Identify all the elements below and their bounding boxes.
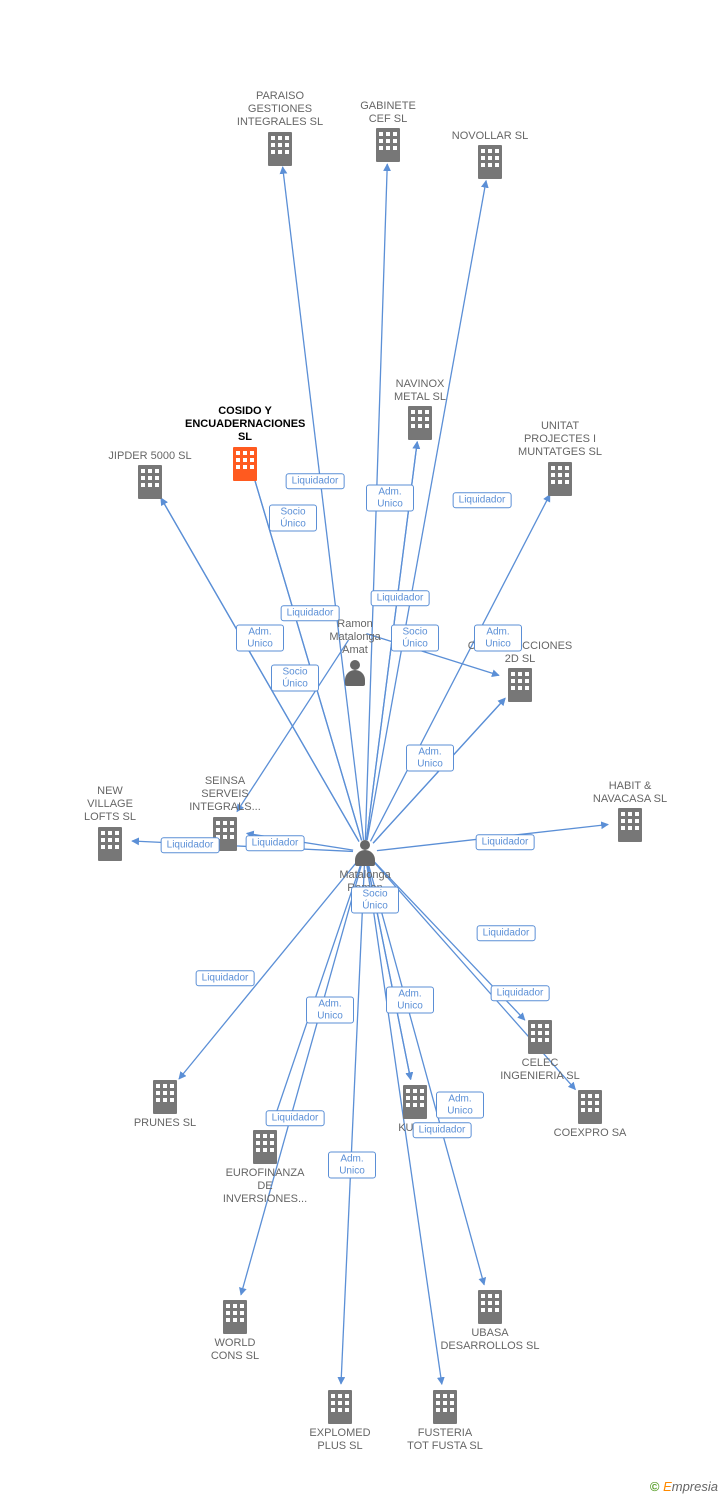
building-icon	[150, 1080, 180, 1114]
edge-label: Liquidador	[477, 925, 536, 941]
node-unitat[interactable]: UNITATPROJECTES IMUNTATGES SL	[500, 420, 620, 499]
person-icon	[354, 840, 376, 866]
node-paraiso[interactable]: PARAISOGESTIONESINTEGRALES SL	[220, 90, 340, 169]
building-icon	[230, 447, 260, 481]
node-label: PARAISOGESTIONESINTEGRALES SL	[220, 90, 340, 130]
edge-label: Liquidador	[281, 605, 340, 621]
edge	[272, 863, 361, 1125]
edge-label: Adm.Unico	[306, 997, 354, 1024]
node-label: NAVINOXMETAL SL	[360, 378, 480, 404]
edge-label: Liquidador	[491, 985, 550, 1001]
node-eurofin[interactable]: EUROFINANZADEINVERSIONES...	[205, 1130, 325, 1209]
edge-label: Liquidador	[266, 1110, 325, 1126]
node-celec[interactable]: CELECINGENIERIA SL	[480, 1020, 600, 1085]
node-label: NEWVILLAGELOFTS SL	[50, 785, 170, 825]
node-explomed[interactable]: EXPLOMEDPLUS SL	[280, 1390, 400, 1455]
node-label: UNITATPROJECTES IMUNTATGES SL	[500, 420, 620, 460]
building-icon	[525, 1020, 555, 1054]
diagram-canvas	[0, 0, 728, 1500]
building-icon	[135, 465, 165, 499]
node-label: FUSTERIATOT FUSTA SL	[385, 1427, 505, 1453]
building-icon	[405, 406, 435, 440]
building-icon	[575, 1090, 605, 1124]
building-icon	[505, 668, 535, 702]
edge-label: Liquidador	[413, 1122, 472, 1138]
node-fusteria[interactable]: FUSTERIATOT FUSTA SL	[385, 1390, 505, 1455]
edge-label: Liquidador	[476, 834, 535, 850]
node-label: NOVOLLAR SL	[430, 130, 550, 143]
node-label: CELECINGENIERIA SL	[480, 1057, 600, 1083]
node-world[interactable]: WORLDCONS SL	[175, 1300, 295, 1365]
node-label: JIPDER 5000 SL	[90, 450, 210, 463]
edge-label: Liquidador	[453, 492, 512, 508]
node-coexpro[interactable]: COEXPRO SA	[530, 1090, 650, 1142]
edge-label: Adm.Unico	[406, 745, 454, 772]
building-icon	[615, 808, 645, 842]
edge-label: Liquidador	[286, 473, 345, 489]
edge	[241, 864, 362, 1295]
node-label: PRUNES SL	[105, 1117, 225, 1130]
node-label: GABINETECEF SL	[328, 100, 448, 126]
edge	[368, 864, 484, 1285]
node-label: HABIT &NAVACASA SL	[570, 780, 690, 806]
edge-label: SocioÚnico	[391, 625, 439, 652]
building-icon	[373, 128, 403, 162]
edge-label: Adm.Unico	[474, 625, 522, 652]
building-icon	[95, 827, 125, 861]
building-icon	[475, 1290, 505, 1324]
node-newvillage[interactable]: NEWVILLAGELOFTS SL	[50, 785, 170, 864]
edge-label: Adm.Unico	[386, 987, 434, 1014]
node-ubasa[interactable]: UBASADESARROLLOS SL	[430, 1290, 550, 1355]
node-label: EUROFINANZADEINVERSIONES...	[205, 1167, 325, 1207]
building-icon	[545, 462, 575, 496]
node-label: COSIDO YENCUADERNACIONES SL	[185, 405, 305, 445]
node-label: WORLDCONS SL	[175, 1337, 295, 1363]
node-novollar[interactable]: NOVOLLAR SL	[430, 130, 550, 182]
node-label: UBASADESARROLLOS SL	[430, 1327, 550, 1353]
footer-credit: © Empresia	[650, 1479, 718, 1494]
node-habit[interactable]: HABIT &NAVACASA SL	[570, 780, 690, 845]
node-jipder[interactable]: JIPDER 5000 SL	[90, 450, 210, 502]
edge	[283, 167, 364, 840]
building-icon	[250, 1130, 280, 1164]
building-icon	[475, 145, 505, 179]
building-icon	[400, 1085, 430, 1119]
edge-label: Liquidador	[371, 590, 430, 606]
node-label: EXPLOMEDPLUS SL	[280, 1427, 400, 1453]
building-icon	[265, 132, 295, 166]
edge-label: Adm.Unico	[328, 1152, 376, 1179]
building-icon	[220, 1300, 250, 1334]
node-navinox[interactable]: NAVINOXMETAL SL	[360, 378, 480, 443]
node-prunes[interactable]: PRUNES SL	[105, 1080, 225, 1132]
edge-label: Liquidador	[196, 970, 255, 986]
edge-label: Adm.Unico	[366, 485, 414, 512]
person-icon	[344, 660, 366, 686]
building-icon	[430, 1390, 460, 1424]
edge-label: SocioÚnico	[269, 505, 317, 532]
edge-label: Adm.Unico	[236, 625, 284, 652]
edge-label: Liquidador	[161, 837, 220, 853]
edge-label: Adm.Unico	[436, 1092, 484, 1119]
node-label: SEINSASERVEISINTEGRALS...	[165, 775, 285, 815]
node-label: COEXPRO SA	[530, 1127, 650, 1140]
building-icon	[325, 1390, 355, 1424]
edge-label: SocioÚnico	[271, 665, 319, 692]
edge-label: Liquidador	[246, 835, 305, 851]
edge-label: SocioÚnico	[351, 887, 399, 914]
